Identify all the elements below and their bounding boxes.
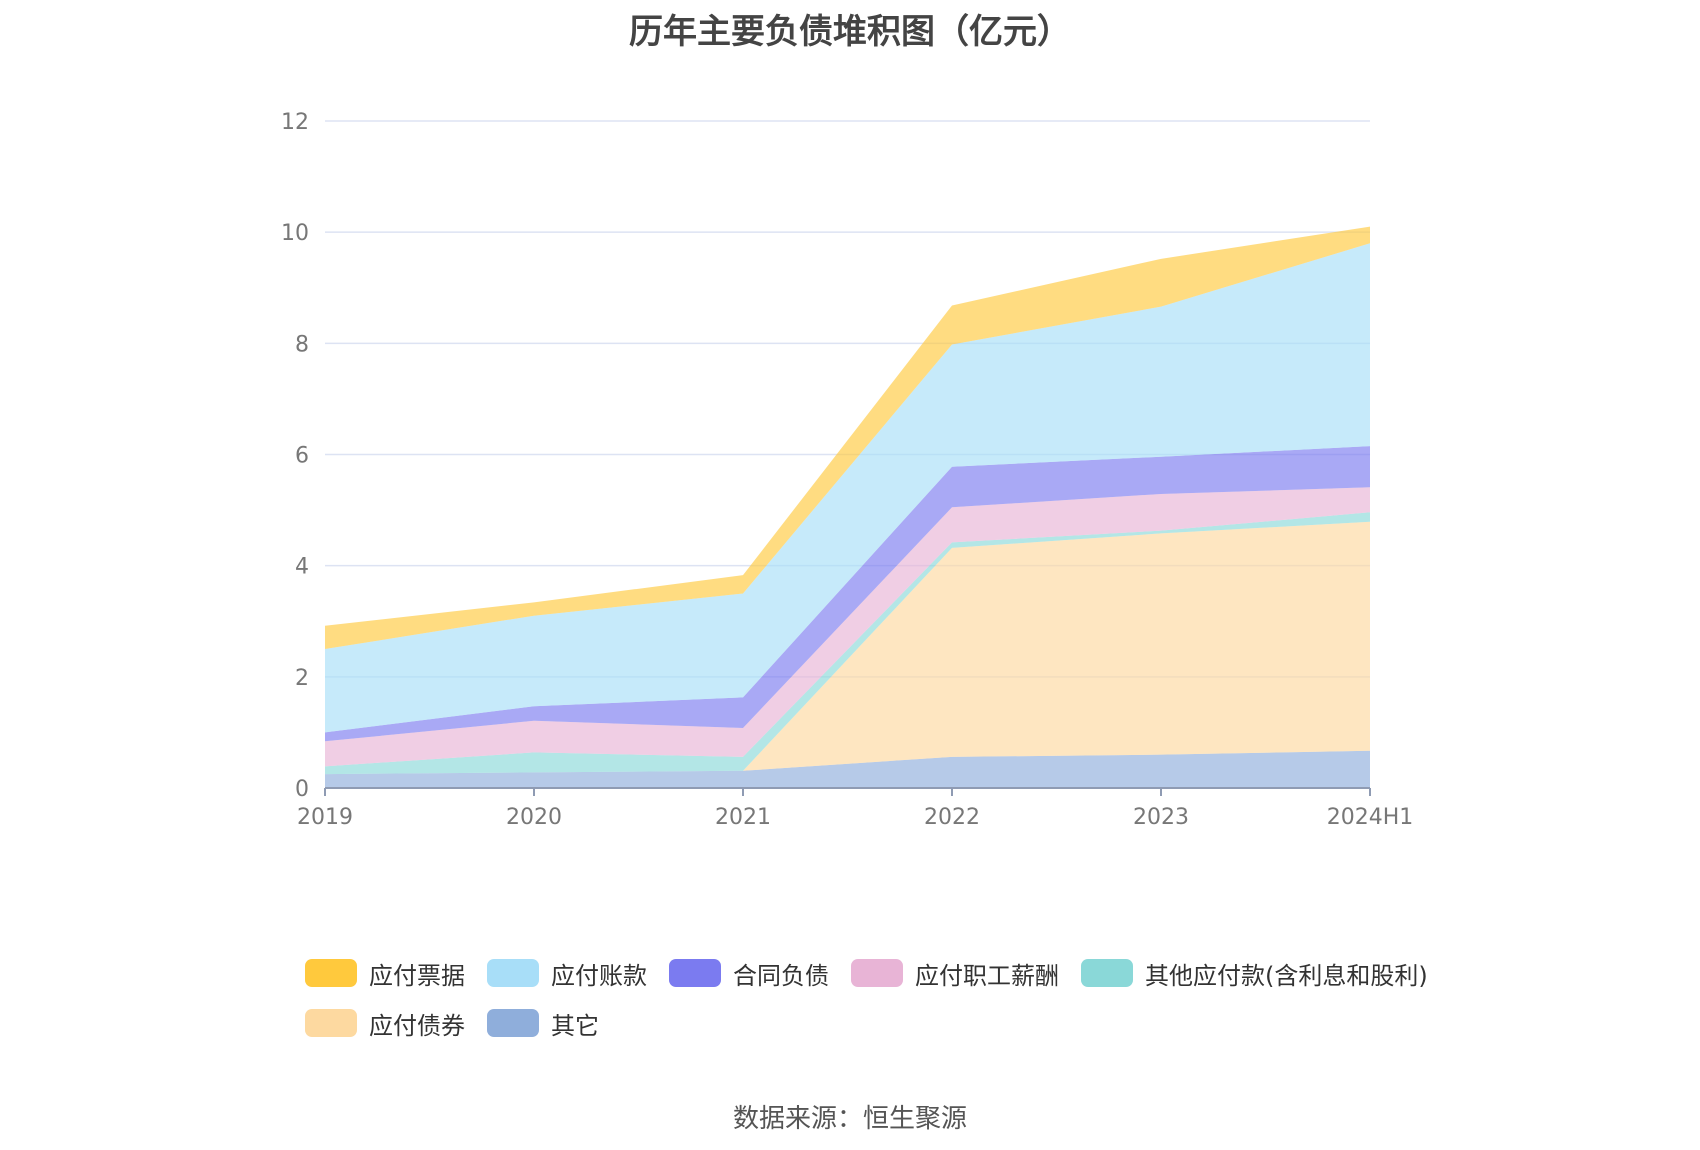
legend-row: 应付票据 应付账款 合同负债 应付职工薪酬 其他应付款(含利息和股利) [305, 948, 1505, 998]
legend-label: 应付债券 [369, 1011, 465, 1040]
legend-item[interactable]: 合同负债 [669, 956, 829, 991]
legend-swatch [487, 1009, 539, 1037]
x-tick-label: 2021 [715, 805, 771, 830]
area-series-3 [325, 487, 1370, 767]
legend-swatch [305, 959, 357, 987]
x-tick-label: 2024H1 [1327, 805, 1414, 830]
legend-swatch [487, 959, 539, 987]
data-source: 数据来源：恒生聚源 [732, 1104, 967, 1134]
area-series-1 [325, 521, 1370, 775]
x-tick-label: 2019 [297, 805, 353, 830]
area-series-6 [325, 226, 1370, 650]
legend-label: 应付职工薪酬 [915, 961, 1059, 990]
legend-item[interactable]: 其它 [487, 1006, 599, 1041]
legend-label: 其他应付款(含利息和股利) [1145, 961, 1428, 990]
legend-item[interactable]: 应付债券 [305, 1006, 465, 1041]
legend-row: 应付债券 其它 [305, 998, 1505, 1048]
legend-item[interactable]: 其他应付款(含利息和股利) [1081, 956, 1428, 991]
x-tick-label: 2020 [506, 805, 562, 830]
x-tick-label: 2023 [1133, 805, 1189, 830]
y-tick-label: 10 [281, 221, 309, 246]
legend-swatch [669, 959, 721, 987]
legend: 应付票据 应付账款 合同负债 应付职工薪酬 其他应付款(含利息和股利) 应付债券 其它 [305, 948, 1505, 1048]
legend-swatch [305, 1009, 357, 1037]
area-layers [325, 226, 1370, 788]
axes: 0 2 4 6 8 10 12 2019 2020 2021 2022 2023 2024H1 [281, 110, 1413, 830]
chart-title: 历年主要负债堆积图（亿元） [629, 12, 1071, 52]
legend-item[interactable]: 应付职工薪酬 [851, 956, 1059, 991]
legend-swatch [1081, 959, 1133, 987]
legend-label: 其它 [551, 1011, 599, 1040]
y-tick-label: 8 [295, 332, 309, 357]
stacked-area-chart: 0 2 4 6 8 10 12 2019 2020 2021 2022 2023 2024H1 [281, 110, 1413, 830]
y-tick-label: 2 [295, 666, 309, 691]
legend-label: 合同负债 [733, 961, 829, 990]
y-tick-label: 6 [295, 444, 309, 469]
legend-swatch [851, 959, 903, 987]
legend-item[interactable]: 应付票据 [305, 956, 465, 991]
legend-label: 应付账款 [551, 961, 647, 990]
area-series-0 [325, 750, 1370, 788]
area-series-4 [325, 446, 1370, 742]
legend-label: 应付票据 [369, 961, 465, 990]
area-series-5 [325, 243, 1370, 733]
legend-item[interactable]: 应付账款 [487, 956, 647, 991]
y-tick-label: 4 [295, 555, 309, 580]
x-tick-label: 2022 [924, 805, 980, 830]
y-tick-label: 12 [281, 110, 309, 135]
y-tick-label: 0 [295, 777, 309, 802]
